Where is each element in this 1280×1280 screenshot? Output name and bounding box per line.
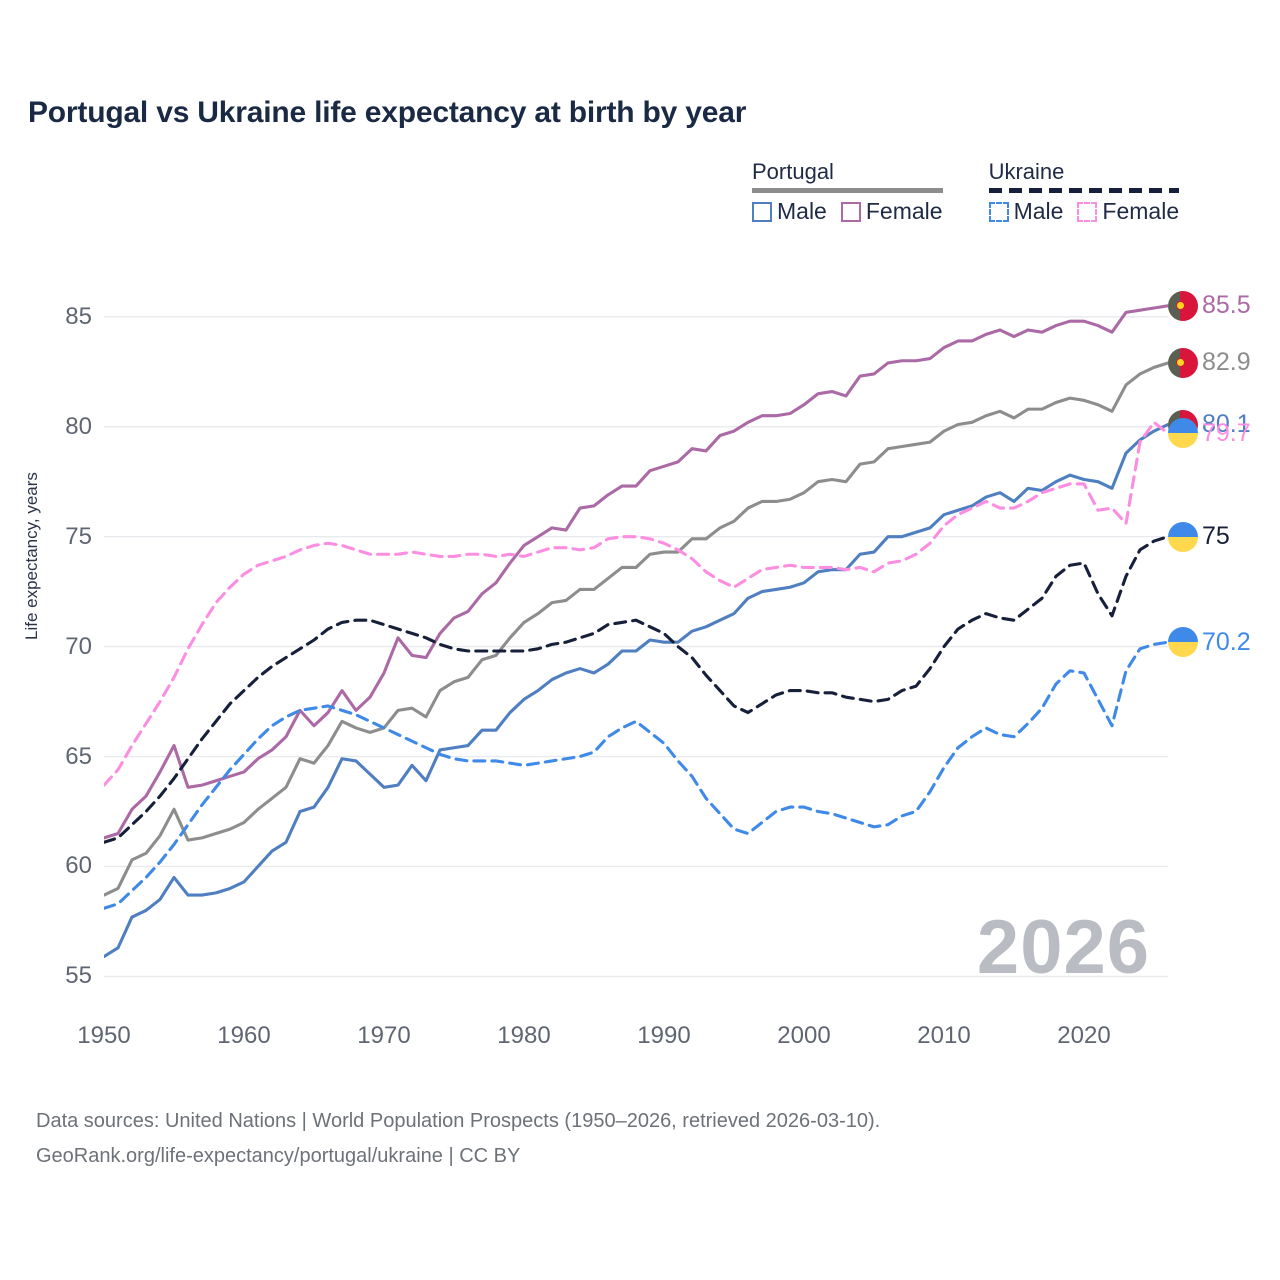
series-line-ukraine-female [104, 420, 1168, 787]
legend-label-portugal-male: Male [777, 198, 827, 225]
legend-group-ukraine[interactable]: Ukraine Male Female [988, 159, 1180, 225]
legend-rule-dashed-icon [988, 188, 1180, 194]
y-tick-label: 60 [65, 852, 92, 880]
series-end-labels: 85.5 82.9 80.1 79.7 75 70.2 [1168, 0, 1280, 1280]
end-label-portugal-total: 82.9 [1168, 347, 1251, 378]
x-tick-label: 1970 [357, 1022, 411, 1049]
series-line-portugal-female [104, 304, 1168, 840]
end-label-portugal-female: 85.5 [1168, 290, 1251, 321]
portugal-flag-icon [1168, 290, 1198, 321]
legend-item-portugal-female[interactable]: Female [840, 198, 943, 225]
x-tick-label: 1990 [637, 1022, 691, 1049]
y-tick-label: 55 [65, 962, 92, 990]
y-tick-label: 80 [65, 412, 92, 440]
end-label-value: 82.9 [1202, 348, 1251, 377]
legend-group-portugal[interactable]: Portugal Male Female [752, 159, 943, 225]
legend-item-ukraine-male[interactable]: Male [988, 198, 1064, 225]
x-tick-label: 2020 [1057, 1022, 1111, 1049]
end-label-value: 70.2 [1202, 627, 1251, 656]
end-label-ukraine-male: 70.2 [1168, 627, 1251, 658]
ukraine-flag-icon [1168, 521, 1198, 552]
legend-group-label-portugal: Portugal [752, 159, 834, 184]
end-label-value: 80.1 [1202, 410, 1251, 439]
y-tick-label: 85 [65, 302, 92, 330]
series-line-ukraine-total [104, 535, 1168, 844]
series-line-ukraine-male [104, 640, 1168, 910]
ukraine-flag-icon [1168, 627, 1198, 658]
plot-area [104, 286, 1168, 994]
legend-item-portugal-male[interactable]: Male [752, 200, 827, 223]
legend-swatch-dashed-pink-icon [1077, 201, 1098, 222]
end-label-value: 79.7 [1202, 418, 1251, 447]
end-label-value: 85.5 [1202, 291, 1251, 320]
legend-label-ukraine-male: Male [1013, 198, 1064, 225]
year-watermark: 2026 [976, 905, 1150, 990]
x-tick-label: 1950 [77, 1022, 131, 1049]
x-tick-label: 1980 [497, 1022, 551, 1049]
y-axis-ticks: 55 60 65 70 75 80 85 [0, 286, 92, 994]
end-label-ukraine-female: 79.7 [1168, 418, 1251, 449]
series-line-portugal-male [104, 422, 1168, 959]
page-title: Portugal vs Ukraine life expectancy at b… [28, 96, 747, 129]
footer: Data sources: United Nations | World Pop… [36, 1104, 1236, 1174]
series-canvas [104, 304, 1168, 978]
x-axis-ticks: 1950 1960 1970 1980 1990 2000 2010 2020 [0, 1024, 1280, 1064]
x-tick-label: 2000 [777, 1022, 831, 1049]
legend-swatch-solid-blue-icon [752, 201, 772, 222]
end-label-ukraine-total: 75 [1168, 521, 1230, 552]
series-line-portugal-total [104, 361, 1168, 897]
y-tick-label: 70 [65, 632, 92, 660]
portugal-flag-icon [1168, 347, 1198, 378]
legend-label-portugal-female: Female [865, 198, 943, 225]
legend-rule-solid-icon [752, 188, 943, 194]
y-tick-label: 75 [65, 522, 92, 550]
x-tick-label: 1960 [217, 1022, 271, 1049]
chart-legend: Portugal Male Female Ukraine Male [752, 159, 1180, 225]
y-tick-label: 65 [65, 742, 92, 770]
legend-label-ukraine-female: Female [1102, 198, 1180, 225]
legend-swatch-dashed-blue-icon [988, 201, 1009, 222]
footer-data-sources: Data sources: United Nations | World Pop… [36, 1110, 881, 1132]
ukraine-flag-icon [1168, 418, 1198, 449]
legend-group-label-ukraine: Ukraine [988, 159, 1065, 184]
footer-attribution: GeoRank.org/life-expectancy/portugal/ukr… [36, 1145, 521, 1167]
legend-swatch-solid-purple-icon [840, 201, 861, 222]
end-label-value: 75 [1202, 522, 1230, 551]
x-tick-label: 2010 [917, 1022, 971, 1049]
legend-item-ukraine-female[interactable]: Female [1077, 200, 1179, 223]
